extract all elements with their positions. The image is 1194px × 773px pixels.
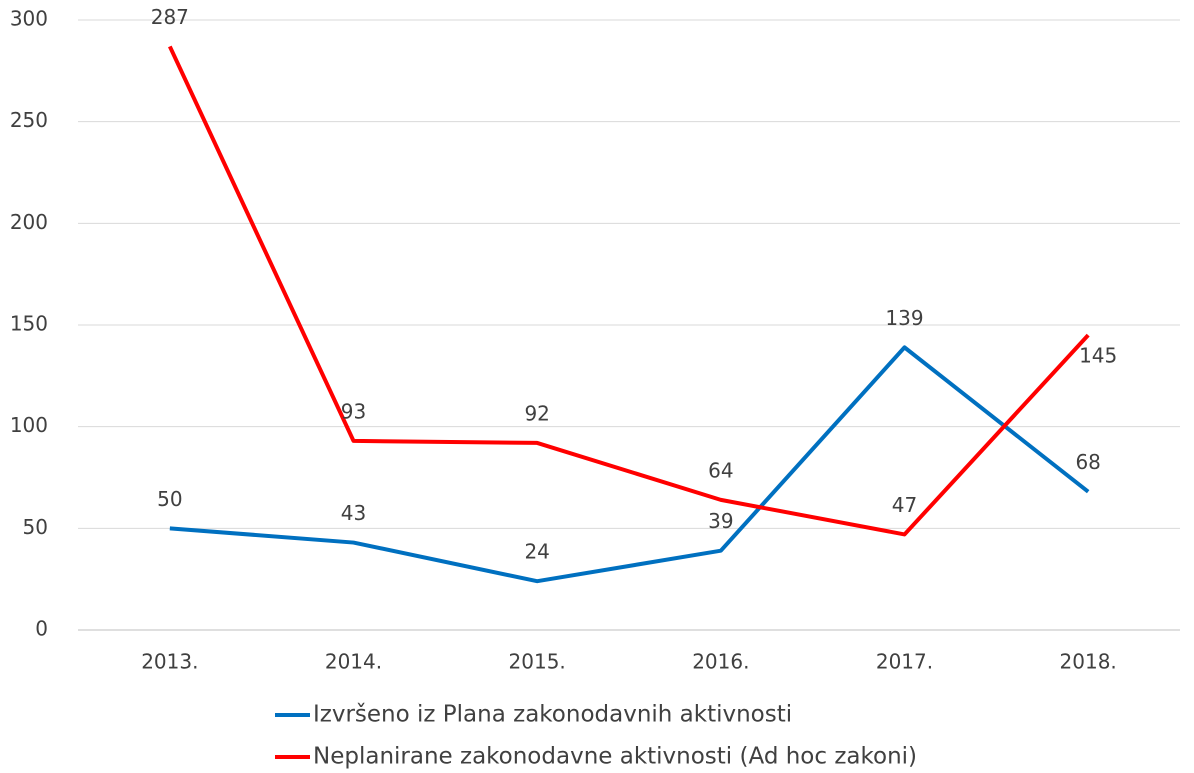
y-tick-label: 250	[10, 108, 48, 132]
data-label: 50	[157, 487, 182, 511]
y-tick-label: 0	[35, 617, 48, 641]
data-label: 145	[1079, 344, 1117, 368]
data-label: 93	[341, 399, 366, 423]
x-tick-label: 2016.	[692, 650, 749, 674]
y-tick-label: 50	[23, 515, 48, 539]
data-label: 92	[524, 401, 549, 425]
data-label: 43	[341, 501, 366, 525]
y-tick-label: 200	[10, 210, 48, 234]
series-line	[168, 45, 1090, 537]
y-tick-label: 150	[10, 312, 48, 336]
x-tick-label: 2018.	[1060, 650, 1117, 674]
legend-text: Izvršeno iz Plana zakonodavnih aktivnost…	[313, 702, 792, 728]
series-line	[169, 345, 1090, 584]
data-label: 47	[892, 493, 917, 517]
x-tick-label: 2015.	[509, 650, 566, 674]
x-tick-label: 2013.	[141, 650, 198, 674]
data-label: 287	[151, 5, 189, 29]
y-tick-label: 300	[10, 7, 48, 31]
data-label: 64	[708, 458, 733, 482]
x-tick-label: 2017.	[876, 650, 933, 674]
data-label: 39	[708, 509, 733, 533]
data-label: 68	[1075, 450, 1100, 474]
data-label: 139	[885, 306, 923, 330]
legend-text: Neplanirane zakonodavne aktivnosti (Ad h…	[313, 744, 917, 770]
y-tick-label: 100	[10, 413, 48, 437]
x-tick-label: 2014.	[325, 650, 382, 674]
data-label: 24	[524, 540, 549, 564]
